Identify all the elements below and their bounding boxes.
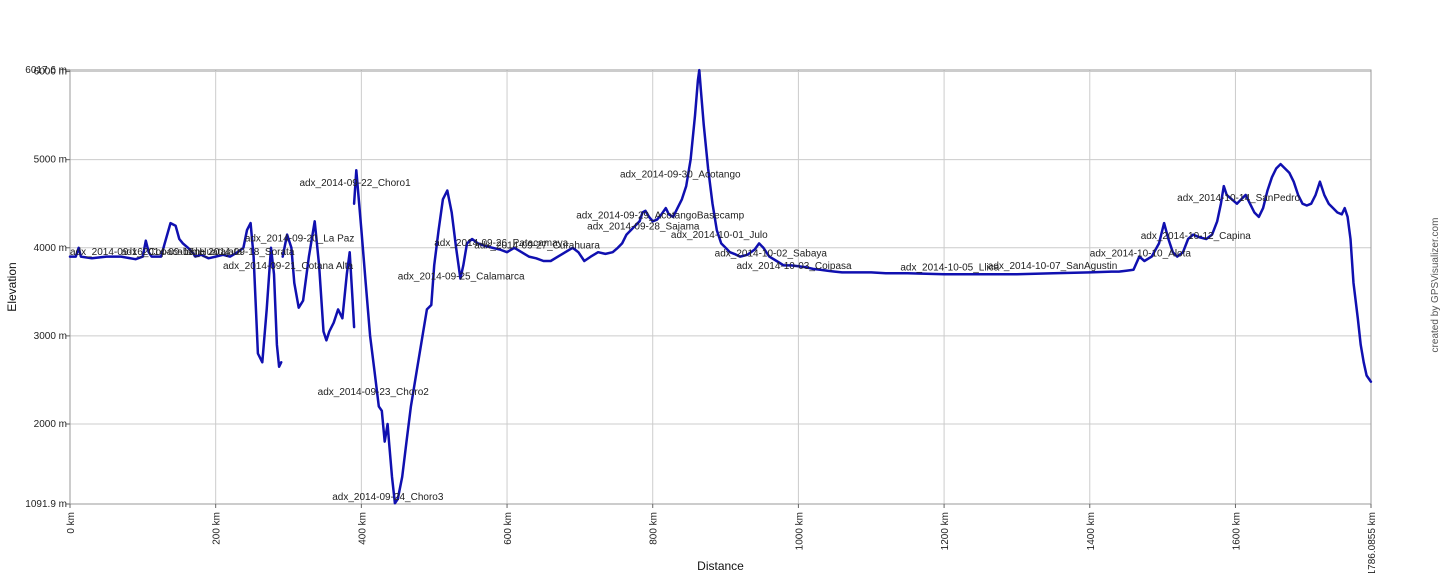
x-axis-title: Distance (697, 559, 744, 573)
waypoint-label: adx_2014-09-28_Sajama (587, 221, 700, 232)
waypoint-label: adx_2014-09-18_Sorata (187, 247, 295, 258)
waypoint-label: adx_2014-10-03_Coipasa (736, 261, 852, 272)
y-tick-label: 3000 m (34, 331, 67, 342)
x-tick-label: 1400 km (1086, 512, 1097, 550)
x-tick-label: 400 km (357, 512, 368, 545)
y-axis-title: Elevation (5, 262, 19, 311)
x-tick-label: 200 km (212, 512, 223, 545)
elevation-line-segment (68, 221, 283, 368)
waypoint-label: adx_2014-09-27_Curahuara (474, 241, 600, 252)
waypoint-label: adx_2014-10-14_SanPedro (1177, 193, 1300, 204)
waypoint-labels: adx_2014-09-16_Copacabanaadx_2014-09-17_… (70, 169, 1300, 502)
credit-text: created by GPSVisualizer.com (1430, 218, 1440, 353)
x-tick-label: 0 km (66, 512, 77, 534)
y-tick-label: 5000 m (34, 155, 67, 166)
waypoint-label: adx_2014-10-07_SanAgustin (988, 261, 1118, 272)
elevation-line-segment (281, 220, 356, 342)
waypoint-label: adx_2014-10-05_Llica (900, 263, 999, 274)
x-axis-tick-labels: 0 km 200 km 400 km 600 km 800 km 1000 km 1200 … (66, 504, 1378, 573)
waypoint-label: adx_2014-09-16_Copacabana (70, 247, 206, 258)
x-tick-label: 1000 km (794, 512, 805, 550)
waypoint-label: adx_2014-09-26_Patacamaya (434, 238, 568, 249)
x-tick-label: 1600 km (1231, 512, 1242, 550)
y-tick-label: 2000 m (34, 419, 67, 430)
waypoint-label: adx_2014-09-17_Huatajata (121, 247, 243, 258)
y-axis-tick-labels: 1091.9 m 2000 m 3000 m 4000 m 5000 m 6000 m60… (25, 65, 70, 510)
waypoint-label: adx_2014-10-02_Sabaya (715, 249, 828, 260)
waypoint-label: adx_2014-09-21_Cotana Alta (223, 261, 354, 272)
waypoint-label: adx_2014-09-20_La Paz (245, 234, 355, 245)
elevation-line-segment (352, 68, 1373, 505)
y-tick-label: 6000 m (34, 67, 67, 78)
waypoint-label: adx_2014-10-01_Julo (671, 230, 768, 241)
y-tick-label: 6017.6 m (25, 65, 67, 76)
waypoint-label: adx_2014-09-24_Choro3 (332, 492, 444, 503)
x-tick-label: 800 km (649, 512, 660, 545)
waypoint-label: adx_2014-09-25_Calamarca (398, 271, 525, 282)
plot-frame (69, 69, 1372, 505)
waypoint-label: adx_2014-09-23_Choro2 (318, 387, 430, 398)
elevation-series (68, 68, 1373, 505)
waypoint-label: adx_2014-09-30_Acotango (620, 169, 741, 180)
x-tick-label: 600 km (503, 512, 514, 545)
waypoint-label: adx_2014-09-22_Choro1 (299, 178, 411, 189)
y-tick-label: 4000 m (34, 243, 67, 254)
waypoint-label: adx_2014-09-29_AcotangoBasecamp (576, 211, 744, 222)
x-tick-label: 1200 km (940, 512, 951, 550)
waypoint-label: adx_2014-10-12_Capina (1141, 231, 1252, 242)
y-tick-label: 1091.9 m (25, 499, 67, 510)
waypoint-label: adx_2014-10-10_Alota (1090, 249, 1192, 260)
x-tick-label: 1786.0855 km (1367, 512, 1378, 573)
